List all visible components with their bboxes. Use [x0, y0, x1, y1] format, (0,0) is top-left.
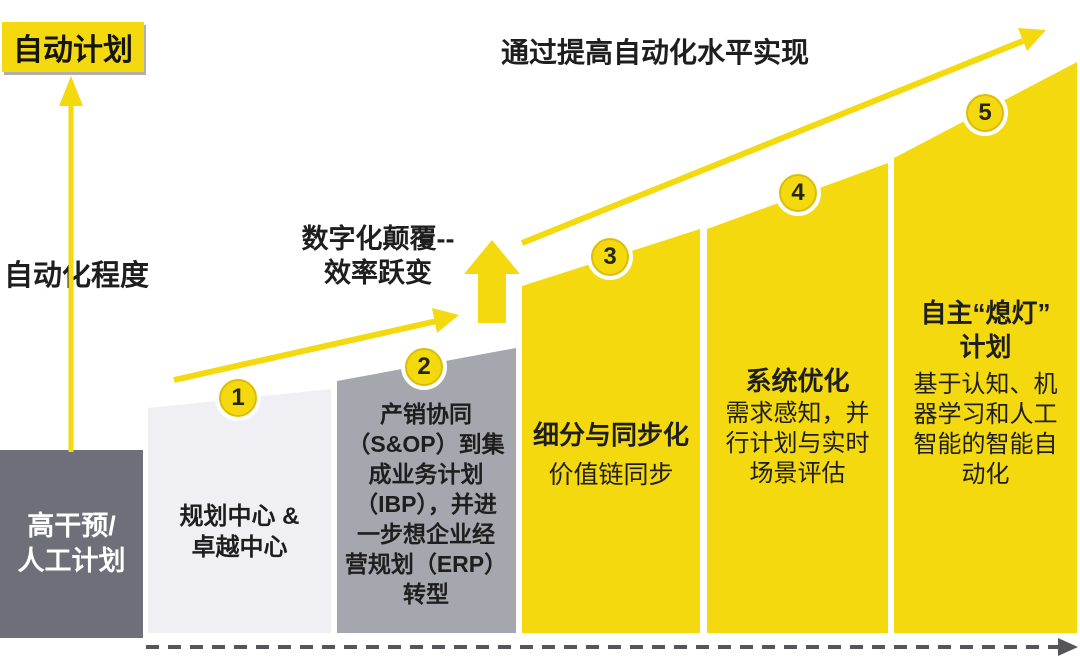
stage-3-body: 价值链同步: [548, 461, 674, 489]
stage-5-body: 基于认知、机 器学习和人工 智能的智能自 动化: [913, 371, 1058, 488]
stage-number: 2: [417, 353, 431, 380]
stage-5-title: 自主“熄灯” 计划: [920, 298, 1051, 362]
stage-bar-3: [522, 229, 700, 633]
manual-plan-box: 高干预/ 人工计划: [0, 450, 143, 638]
stage-number: 4: [791, 179, 805, 206]
stage-badge-3: 3: [587, 234, 633, 280]
stage-badge-4: 4: [775, 170, 821, 216]
stage-badge-1: 1: [215, 375, 261, 421]
stage-4-body: 需求感知，并 行计划与实时 场景评估: [725, 400, 870, 487]
stage-badge-5: 5: [962, 90, 1008, 136]
automation-degree-label: 自动化程度: [4, 260, 150, 292]
stage-number: 1: [231, 384, 245, 411]
top-caption: 通过提高自动化水平实现: [500, 37, 809, 68]
auto-plan-label: 自动计划: [2, 22, 144, 72]
stage-bar-1: [148, 389, 331, 633]
stage-2-body: 产销协同 （S&OP）到集 成业务计划 （IBP），并进 一步想企业经 营规划（…: [344, 401, 508, 607]
baseline-dashed-axis: [146, 638, 1078, 656]
disruption-note: 数字化颠覆-- 效率跃变: [301, 224, 455, 288]
stage-number: 3: [603, 243, 617, 270]
stage-bar-2: [337, 348, 516, 633]
stage-number: 5: [978, 99, 992, 126]
stage-1-body: 规划中心 & 卓越中心: [179, 503, 300, 561]
stage-4-title: 系统优化: [745, 366, 850, 396]
stage-bar-4: [707, 163, 888, 633]
stage-3-title: 细分与同步化: [532, 420, 689, 450]
stage-badge-2: 2: [401, 344, 447, 390]
manual-plan-label: 高干预/ 人工计划: [17, 511, 126, 576]
